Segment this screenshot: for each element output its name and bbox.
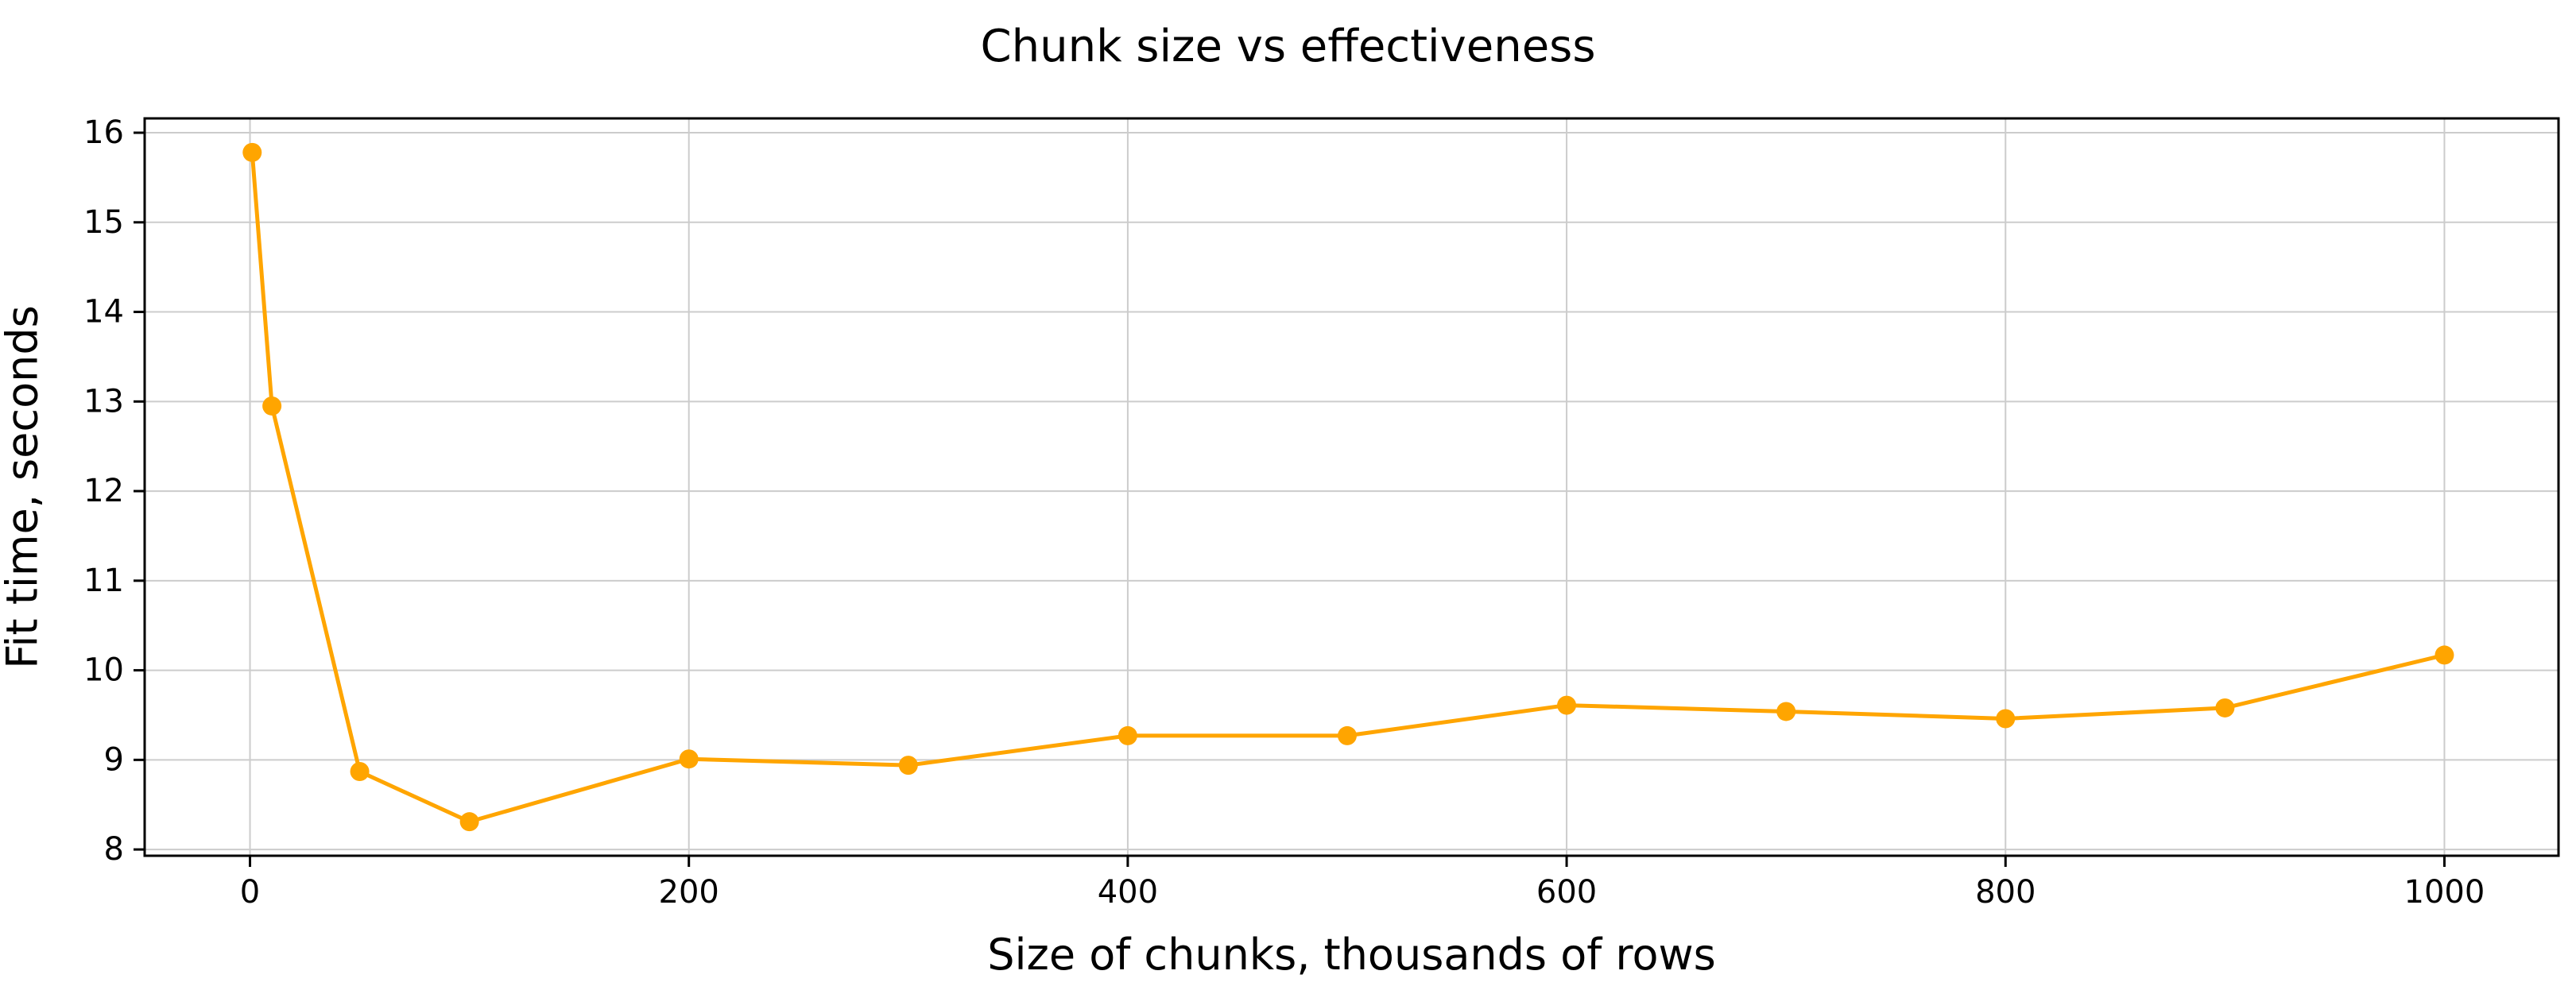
y-tick-label: 10 [83, 652, 124, 689]
data-point [2435, 645, 2454, 665]
x-tick-label: 600 [1536, 874, 1597, 911]
data-point [262, 396, 282, 416]
y-tick-label: 9 [104, 741, 124, 778]
line-series-fit-time [250, 150, 2446, 824]
chart-title: Chunk size vs effectiveness [980, 21, 1596, 72]
x-tick-label: 1000 [2404, 874, 2485, 911]
data-point [1996, 709, 2016, 729]
data-point [242, 142, 262, 162]
y-tick-label: 15 [83, 204, 124, 241]
data-point [1557, 695, 1577, 715]
x-tick-label: 200 [659, 874, 719, 911]
data-point [1337, 725, 1357, 745]
y-tick-label: 13 [83, 383, 124, 420]
x-tick-label: 800 [1975, 874, 2036, 911]
grid [145, 118, 2559, 856]
data-point [1776, 702, 1796, 721]
y-tick-label: 16 [83, 114, 124, 151]
data-point [1118, 725, 1137, 745]
data-point [459, 812, 479, 832]
plot-border [143, 117, 2560, 857]
x-tick-label: 400 [1098, 874, 1158, 911]
y-axis: 8 9 10 11 12 13 14 15 16 [83, 114, 145, 868]
x-tick-label: 0 [240, 874, 260, 911]
data-point [350, 762, 370, 782]
x-axis-label: Size of chunks, thousands of rows [987, 930, 1716, 980]
y-tick-label: 14 [83, 294, 124, 331]
y-tick-label: 8 [104, 831, 124, 868]
y-tick-label: 12 [83, 473, 124, 509]
data-point [679, 749, 699, 769]
x-axis: 0 200 400 600 800 1000 [240, 856, 2485, 911]
y-tick-label: 11 [83, 563, 124, 599]
data-point [898, 756, 918, 775]
data-point [2215, 698, 2235, 717]
